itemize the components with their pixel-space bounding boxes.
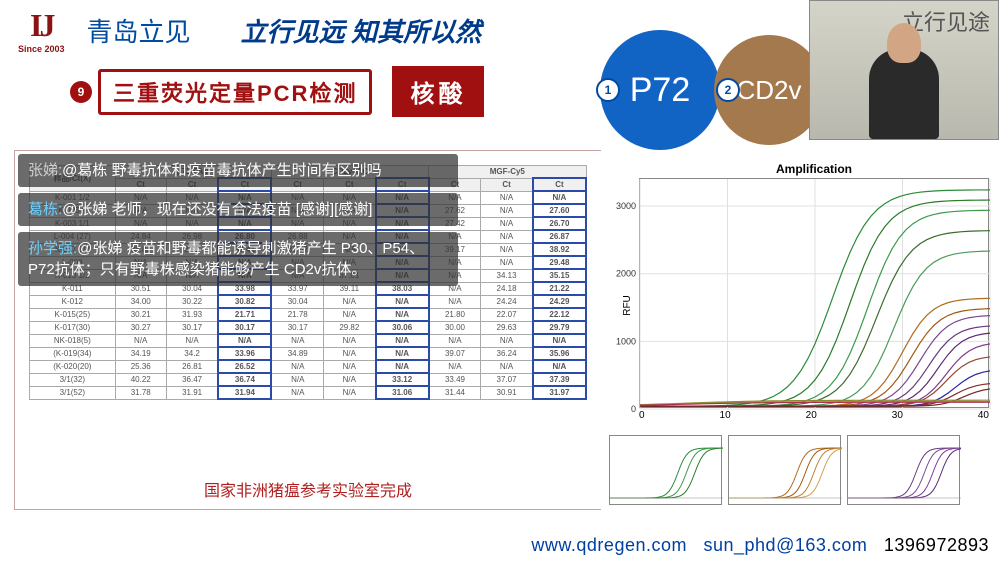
chat-overlay: 张娣:@葛栋 野毒抗体和疫苗毒抗体产生时间有区别吗葛栋:@张娣 老师，现在还没有… — [18, 154, 458, 286]
logo-mark: IJ — [30, 7, 52, 44]
target-circles: 1P722CD2v — [600, 30, 824, 150]
presenter-webcam: 立行见途 — [809, 0, 999, 140]
subplot — [847, 435, 960, 505]
chart-xticks: 010203040 — [639, 410, 989, 421]
subplot — [609, 435, 722, 505]
section-title: 三重荧光定量PCR检测 — [98, 69, 372, 115]
svg-text:2000: 2000 — [616, 269, 636, 279]
section-tag: 核酸 — [392, 66, 484, 117]
amplification-plot: 0100020003000 — [639, 178, 989, 408]
logo: IJ Since 2003 青岛立见 立行见远 知其所以然 — [18, 7, 481, 54]
chart-title: Amplification — [639, 162, 989, 176]
chat-message: 张娣:@葛栋 野毒抗体和疫苗毒抗体产生时间有区别吗 — [18, 154, 458, 187]
svg-text:3000: 3000 — [616, 201, 636, 211]
subplot — [728, 435, 841, 505]
section-heading: 9 三重荧光定量PCR检测 核酸 — [70, 66, 484, 117]
section-number: 9 — [70, 81, 92, 103]
circle-num: 2 — [716, 78, 740, 102]
subplots — [609, 435, 989, 505]
chart-ylabel: RFU — [622, 295, 633, 316]
logo-since: Since 2003 — [18, 44, 65, 54]
footer-email[interactable]: sun_phd@163.com — [704, 535, 868, 555]
chat-message: 葛栋:@张娣 老师，现在还没有合法疫苗 [感谢][感谢] — [18, 193, 458, 226]
table-caption: 国家非洲猪瘟参考实验室完成 — [204, 477, 412, 501]
brand-motto: 立行见远 知其所以然 — [241, 12, 482, 49]
footer-url[interactable]: www.qdregen.com — [531, 535, 687, 555]
footer: www.qdregen.com sun_phd@163.com 13969728… — [531, 535, 989, 556]
circle-num: 1 — [596, 78, 620, 102]
footer-phone[interactable]: 1396972893 — [884, 535, 989, 555]
svg-text:0: 0 — [631, 404, 636, 414]
brand-name: 青岛立见 — [87, 12, 191, 49]
chat-message: 孙学强:@张娣 疫苗和野毒都能诱导刺激猪产生 P30、P54、P72抗体；只有野… — [18, 232, 458, 286]
svg-text:1000: 1000 — [616, 336, 636, 346]
chart-zone: Amplification RFU 0100020003000 01020304… — [601, 150, 999, 522]
presenter-silhouette — [869, 49, 939, 139]
